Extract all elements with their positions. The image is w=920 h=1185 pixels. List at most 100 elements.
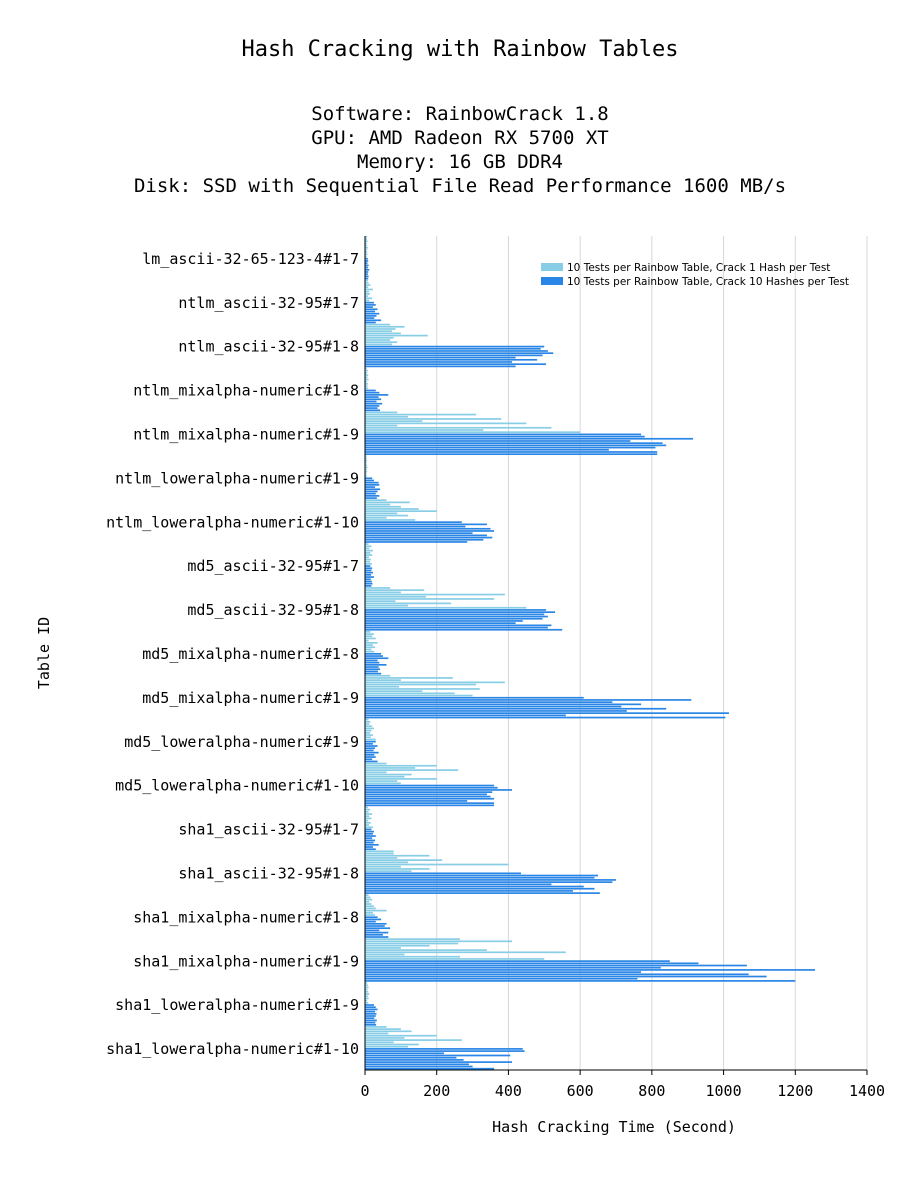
bar-series2-cat13-test5 — [365, 837, 373, 840]
bar-series2-cat18-test1 — [365, 1048, 523, 1050]
category-label: sha1_mixalpha-numeric#1-9 — [133, 952, 359, 970]
bar-series1-cat9-test6 — [365, 642, 378, 644]
bar-series2-cat6-test6 — [365, 532, 473, 535]
bar-series2-cat4-test9 — [365, 451, 658, 453]
bar-series1-cat9-test3 — [365, 635, 373, 638]
bar-series1-cat8-test3 — [365, 591, 401, 594]
bar-series1-cat7-test3 — [365, 547, 370, 550]
x-tick-label-1200: 1200 — [777, 1082, 813, 1100]
bar-series1-cat1-test1 — [365, 279, 368, 282]
bar-series2-cat12-test4 — [365, 791, 493, 793]
bar-series1-cat9-test2 — [365, 633, 374, 635]
category-label: sha1_mixalpha-numeric#1-8 — [133, 908, 359, 926]
bar-series2-cat6-test10 — [365, 541, 468, 543]
bar-series2-cat14-test3 — [365, 876, 595, 879]
chart-subtitle-gpu: GPU: AMD Radeon RX 5700 XT — [311, 127, 608, 149]
bar-series2-cat17-test3 — [365, 1008, 378, 1011]
y-axis-label: Table ID — [35, 617, 53, 689]
bar-series1-cat13-test8 — [365, 821, 371, 824]
bar-series1-cat10-test1 — [365, 674, 391, 677]
bar-series2-cat3-test9 — [365, 407, 378, 409]
bar-series2-cat0-test3 — [365, 262, 368, 265]
bar-series1-cat7-test10 — [365, 563, 372, 565]
bar-series1-cat9-test10 — [365, 650, 375, 653]
bar-series1-cat5-test3 — [365, 459, 368, 462]
bar-series1-cat2-test9 — [365, 341, 398, 344]
bar-series2-cat4-test4 — [365, 440, 631, 442]
bar-series1-cat5-test9 — [365, 473, 367, 475]
bar-series1-cat4-test3 — [365, 415, 409, 418]
bar-series2-cat15-test6 — [365, 927, 391, 930]
bar-series2-cat11-test3 — [365, 745, 378, 747]
category-label: md5_ascii-32-95#1-8 — [187, 601, 359, 619]
bar-series1-cat0-test10 — [365, 255, 367, 258]
bar-series1-cat13-test7 — [365, 819, 369, 822]
bar-series2-cat18-test6 — [365, 1059, 464, 1061]
bar-series2-cat6-test2 — [365, 523, 487, 526]
bar-series2-cat6-test8 — [365, 536, 493, 539]
bar-series2-cat9-test6 — [365, 664, 387, 666]
bar-series2-cat2-test1 — [365, 345, 545, 348]
bar-series1-cat6-test5 — [365, 508, 419, 510]
bar-series2-cat14-test4 — [365, 879, 616, 881]
bar-series2-cat9-test10 — [365, 672, 382, 675]
bar-series1-cat12-test4 — [365, 769, 459, 771]
bar-series1-cat18-test2 — [365, 1028, 401, 1030]
category-label: ntlm_loweralpha-numeric#1-10 — [106, 513, 359, 531]
bar-series1-cat13-test2 — [365, 808, 371, 811]
bar-series2-cat7-test5 — [365, 574, 372, 576]
bar-series2-cat2-test2 — [365, 347, 541, 350]
bar-series1-cat3-test3 — [365, 372, 368, 374]
bar-series2-cat17-test2 — [365, 1006, 376, 1009]
bar-series2-cat10-test6 — [365, 707, 667, 710]
bar-series1-cat5-test2 — [365, 457, 367, 460]
bar-series2-cat12-test2 — [365, 786, 498, 789]
bar-series2-cat10-test8 — [365, 712, 729, 714]
bar-series1-cat9-test5 — [365, 639, 369, 642]
bar-series1-cat3-test7 — [365, 380, 368, 383]
bar-series2-cat7-test9 — [365, 582, 373, 585]
bar-series2-cat10-test10 — [365, 716, 726, 719]
bar-series2-cat17-test7 — [365, 1017, 375, 1020]
bar-series1-cat14-test2 — [365, 852, 394, 855]
bar-series1-cat12-test2 — [365, 764, 437, 767]
bar-series1-cat10-test9 — [365, 692, 455, 695]
bar-series2-cat15-test2 — [365, 918, 382, 921]
bar-series1-cat15-test3 — [365, 898, 373, 901]
bar-series1-cat18-test9 — [365, 1043, 419, 1046]
bar-series1-cat7-test2 — [365, 545, 372, 548]
bar-series2-cat8-test4 — [365, 615, 548, 618]
bar-series2-cat0-test1 — [365, 257, 368, 260]
bar-series1-cat7-test8 — [365, 558, 371, 561]
bar-series2-cat14-test9 — [365, 890, 573, 892]
bar-series1-cat0-test5 — [365, 244, 368, 247]
bar-series1-cat11-test9 — [365, 736, 371, 739]
bar-series2-cat11-test5 — [365, 749, 374, 752]
bar-series1-cat5-test1 — [365, 455, 367, 458]
bar-series2-cat16-test4 — [365, 966, 661, 969]
category-label: ntlm_mixalpha-numeric#1-9 — [133, 426, 359, 444]
bar-series1-cat18-test7 — [365, 1039, 462, 1041]
bar-series1-cat14-test7 — [365, 863, 509, 866]
bar-series1-cat11-test4 — [365, 725, 373, 728]
bar-series2-cat4-test5 — [365, 442, 663, 445]
bar-series1-cat17-test3 — [365, 986, 369, 989]
bar-series2-cat18-test7 — [365, 1061, 513, 1063]
bar-series2-cat4-test3 — [365, 437, 694, 440]
bar-series1-cat12-test1 — [365, 762, 387, 765]
bar-series1-cat2-test3 — [365, 328, 396, 330]
bar-series1-cat6-test4 — [365, 505, 401, 508]
bar-series2-cat12-test6 — [365, 795, 491, 798]
bar-series1-cat7-test1 — [365, 543, 369, 545]
bar-series2-cat14-test8 — [365, 887, 595, 890]
bar-series2-cat14-test2 — [365, 874, 599, 877]
bar-series2-cat15-test7 — [365, 929, 380, 932]
bar-series2-cat5-test2 — [365, 479, 374, 482]
bar-series2-cat15-test1 — [365, 916, 378, 919]
bar-series2-cat12-test5 — [365, 793, 487, 796]
bar-series1-cat6-test9 — [365, 516, 387, 519]
category-label: lm_ascii-32-65-123-4#1-7 — [142, 250, 359, 268]
bar-series1-cat18-test3 — [365, 1030, 412, 1033]
bar-series2-cat7-test4 — [365, 571, 373, 574]
bar-series2-cat14-test7 — [365, 885, 584, 888]
